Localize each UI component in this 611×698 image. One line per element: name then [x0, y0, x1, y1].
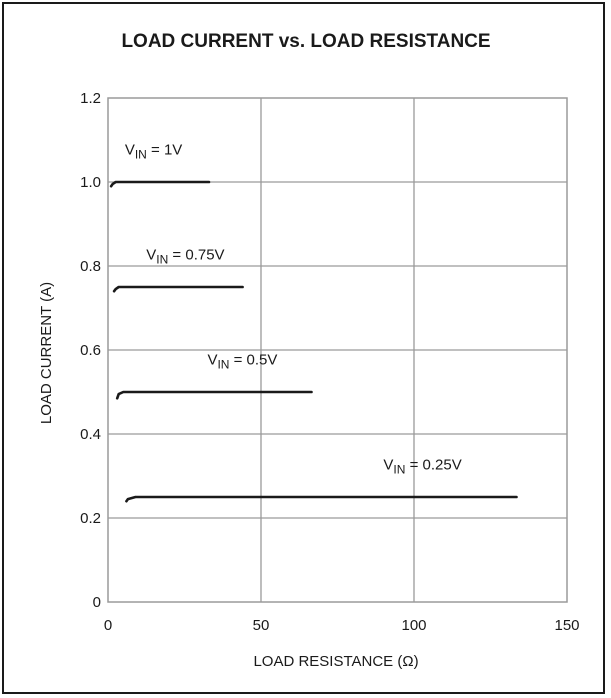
x-tick-label: 0 — [104, 617, 112, 634]
y-tick-label: 0.8 — [80, 258, 101, 275]
series-line — [112, 285, 244, 293]
y-tick-label: 0.4 — [80, 426, 101, 443]
chart-title: LOAD CURRENT vs. LOAD RESISTANCE — [121, 31, 490, 52]
y-tick-label: 1.2 — [80, 90, 101, 107]
x-axis-ticks: 0 50 100 150 — [104, 617, 580, 634]
series-line — [125, 495, 518, 503]
grid — [108, 98, 567, 602]
plot-border — [107, 97, 568, 603]
x-tick-label: 100 — [401, 617, 426, 634]
y-axis-ticks: 0 0.2 0.4 0.6 0.8 1.0 1.2 — [80, 90, 101, 611]
y-tick-label: 0.2 — [80, 510, 101, 527]
series-label: VIN = 0.5V — [207, 352, 277, 372]
plot-area — [107, 97, 568, 603]
y-tick-label: 0.6 — [80, 342, 101, 359]
y-axis-title: LOAD CURRENT (A) — [38, 282, 55, 424]
x-axis-title: LOAD RESISTANCE (Ω) — [253, 653, 418, 670]
x-tick-label: 150 — [554, 617, 579, 634]
series-labels: VIN = 1V VIN = 0.75V VIN = 0.5V VIN = 0.25V — [125, 142, 462, 477]
y-tick-label: 1.0 — [80, 174, 101, 191]
chart-frame — [2, 2, 605, 694]
series-label: VIN = 0.75V — [146, 247, 224, 267]
series-label: VIN = 0.25V — [383, 457, 461, 477]
y-tick-label: 0 — [93, 594, 101, 611]
series-lines — [109, 180, 518, 503]
series-line — [109, 180, 211, 188]
x-tick-label: 50 — [253, 617, 270, 634]
series-line — [115, 390, 313, 400]
series-label: VIN = 1V — [125, 142, 182, 162]
